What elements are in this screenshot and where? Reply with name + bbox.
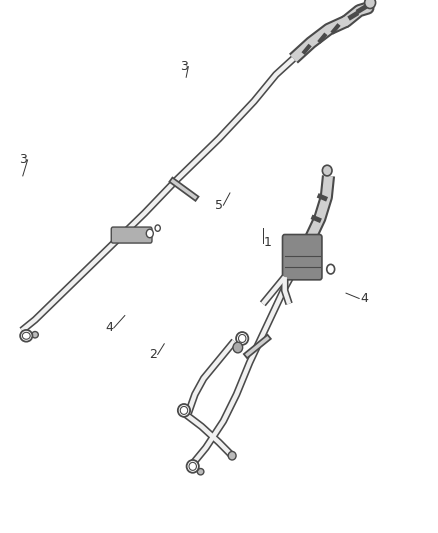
Text: 4: 4 xyxy=(360,292,368,305)
Ellipse shape xyxy=(178,404,190,417)
Ellipse shape xyxy=(155,225,160,231)
Ellipse shape xyxy=(233,342,243,353)
Ellipse shape xyxy=(322,165,332,176)
Ellipse shape xyxy=(197,469,204,475)
Ellipse shape xyxy=(228,451,236,460)
Text: 5: 5 xyxy=(215,199,223,212)
Text: 4: 4 xyxy=(105,321,113,334)
Text: 1: 1 xyxy=(264,236,272,249)
Ellipse shape xyxy=(187,460,199,473)
Ellipse shape xyxy=(236,332,248,345)
Ellipse shape xyxy=(32,332,38,338)
FancyBboxPatch shape xyxy=(111,227,152,243)
Ellipse shape xyxy=(22,333,30,340)
Ellipse shape xyxy=(180,406,187,415)
Text: 2: 2 xyxy=(149,348,157,361)
Ellipse shape xyxy=(364,0,376,9)
Ellipse shape xyxy=(20,330,32,342)
Text: 3: 3 xyxy=(180,60,187,73)
Ellipse shape xyxy=(238,335,246,343)
FancyBboxPatch shape xyxy=(283,235,322,280)
Ellipse shape xyxy=(189,462,196,471)
Ellipse shape xyxy=(327,264,335,274)
Ellipse shape xyxy=(146,229,153,238)
Text: 3: 3 xyxy=(19,154,27,166)
